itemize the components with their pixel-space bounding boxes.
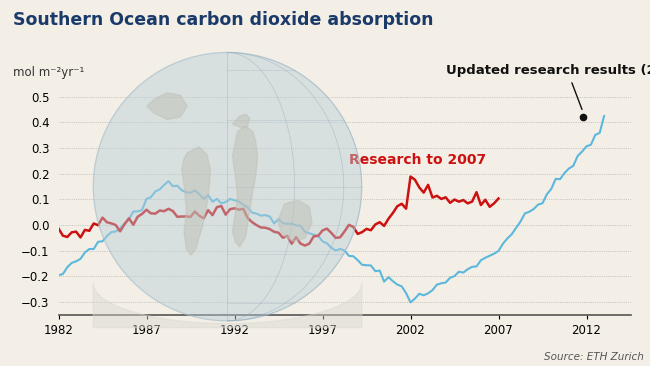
Text: Southern Ocean carbon dioxide absorption: Southern Ocean carbon dioxide absorption [13, 11, 434, 29]
Polygon shape [233, 114, 250, 128]
Text: Research to 2007: Research to 2007 [349, 153, 486, 167]
Polygon shape [147, 93, 187, 120]
Polygon shape [182, 147, 211, 255]
Text: mol m⁻²yr⁻¹: mol m⁻²yr⁻¹ [13, 66, 84, 79]
Polygon shape [233, 126, 257, 247]
Polygon shape [94, 52, 361, 321]
Polygon shape [278, 200, 312, 242]
Polygon shape [94, 283, 361, 328]
Text: Source: ETH Zurich: Source: ETH Zurich [543, 352, 644, 362]
Text: Updated research results (2015): Updated research results (2015) [446, 64, 650, 109]
